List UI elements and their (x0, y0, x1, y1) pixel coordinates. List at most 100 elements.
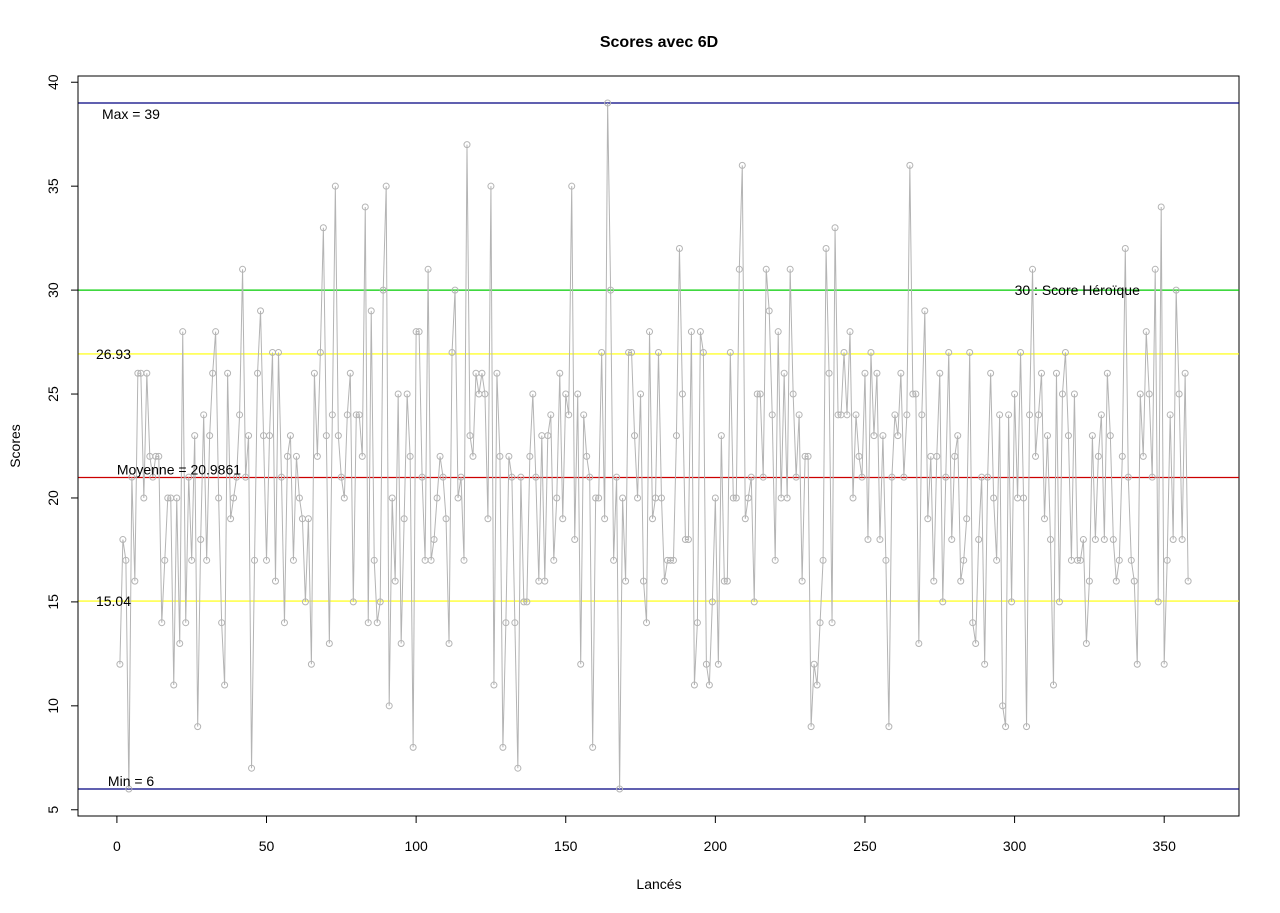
data-point (227, 515, 235, 523)
data-point (1127, 556, 1135, 564)
data-point (1163, 556, 1171, 564)
data-point (430, 536, 438, 544)
data-point (807, 723, 815, 731)
data-point (1026, 411, 1034, 419)
data-point (442, 515, 450, 523)
data-point (900, 473, 908, 481)
data-point (1166, 411, 1174, 419)
data-point (1115, 556, 1123, 564)
data-point (583, 452, 591, 460)
data-point (711, 494, 719, 502)
data-point (657, 494, 665, 502)
data-point (879, 432, 887, 440)
data-point (346, 369, 354, 377)
data-point (1136, 390, 1144, 398)
data-point (412, 328, 420, 336)
data-point (457, 473, 465, 481)
data-point (379, 286, 387, 294)
data-point (897, 369, 905, 377)
data-point (406, 452, 414, 460)
data-point (568, 182, 576, 190)
x-tick-label: 250 (853, 838, 877, 854)
data-point (1091, 536, 1099, 544)
data-point (1076, 556, 1084, 564)
data-point (1121, 245, 1129, 253)
data-point (891, 411, 899, 419)
data-point (921, 307, 929, 315)
data-point (550, 556, 558, 564)
data-point (780, 369, 788, 377)
data-point (544, 432, 552, 440)
data-point (514, 764, 522, 772)
data-point (607, 286, 615, 294)
data-point (723, 577, 731, 585)
data-point (948, 536, 956, 544)
data-point (753, 390, 761, 398)
data-series (116, 99, 1192, 793)
y-tick-label: 40 (45, 74, 61, 90)
data-point (313, 452, 321, 460)
data-point (666, 556, 674, 564)
data-point (864, 536, 872, 544)
data-point (792, 473, 800, 481)
data-point (843, 411, 851, 419)
data-point (822, 245, 830, 253)
data-point (861, 369, 869, 377)
data-point (1052, 369, 1060, 377)
data-point (619, 494, 627, 502)
data-point (280, 619, 288, 627)
data-point (325, 639, 333, 647)
data-point (580, 411, 588, 419)
data-point (116, 660, 124, 668)
data-point (493, 369, 501, 377)
data-point (484, 515, 492, 523)
data-point (616, 785, 624, 793)
data-point (367, 307, 375, 315)
data-point (738, 161, 746, 169)
data-point (403, 390, 411, 398)
data-point (846, 328, 854, 336)
data-point (523, 598, 531, 606)
data-point (939, 598, 947, 606)
data-point (1184, 577, 1192, 585)
reference-line-label: Min = 6 (108, 773, 155, 789)
data-point (912, 390, 920, 398)
data-point (762, 265, 770, 273)
data-point (161, 556, 169, 564)
data-point (355, 411, 363, 419)
data-point (918, 411, 926, 419)
data-point (729, 494, 737, 502)
data-point (478, 369, 486, 377)
data-point (960, 556, 968, 564)
data-point (942, 473, 950, 481)
data-point (155, 452, 163, 460)
data-point (248, 764, 256, 772)
data-point (370, 556, 378, 564)
data-point (1079, 536, 1087, 544)
data-point (415, 328, 423, 336)
reference-line-label: 15.04 (96, 593, 131, 609)
data-point (319, 224, 327, 232)
data-point (400, 515, 408, 523)
data-point (352, 411, 360, 419)
data-point (289, 556, 297, 564)
data-point (804, 452, 812, 460)
data-point (1133, 660, 1141, 668)
data-point (128, 473, 136, 481)
data-point (702, 660, 710, 668)
data-point (158, 619, 166, 627)
data-point (1073, 556, 1081, 564)
data-point (1082, 639, 1090, 647)
data-point (361, 203, 369, 211)
data-point (1002, 723, 1010, 731)
data-point (813, 681, 821, 689)
data-point (1130, 577, 1138, 585)
data-point (1142, 328, 1150, 336)
data-point (867, 348, 875, 356)
data-point (592, 494, 600, 502)
data-point (502, 619, 510, 627)
data-point (218, 619, 226, 627)
x-axis-label: Lancés (636, 876, 681, 892)
data-point (625, 348, 633, 356)
data-point (771, 556, 779, 564)
